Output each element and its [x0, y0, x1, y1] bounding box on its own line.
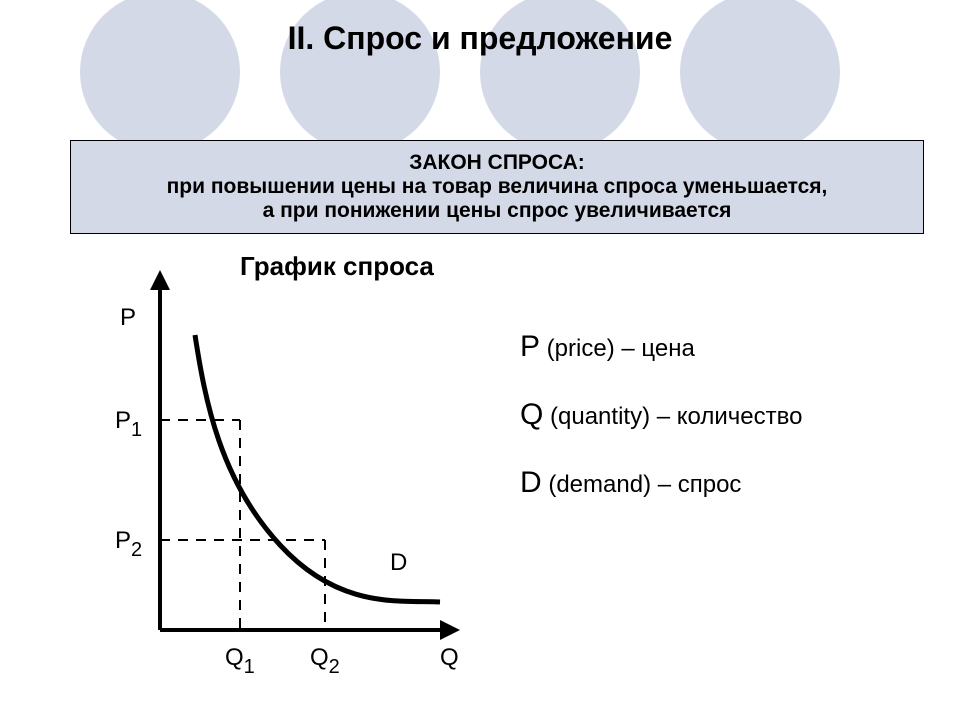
legend-item-p: P (price) – цена	[520, 330, 802, 364]
legend-rest: (price) – цена	[540, 335, 695, 362]
svg-text:Q: Q	[440, 644, 459, 671]
legend-sym: P	[520, 330, 540, 363]
legend-rest: (quantity) – количество	[543, 403, 802, 430]
law-heading: ЗАКОН СПРОСА:	[87, 151, 907, 175]
law-line-1: при повышении цены на товар величина спр…	[87, 175, 907, 199]
svg-text:D: D	[390, 549, 407, 576]
law-box: ЗАКОН СПРОСА: при повышении цены на това…	[70, 140, 924, 234]
law-line-2: а при понижении цены спрос увеличивается	[87, 199, 907, 223]
legend: P (price) – цена Q (quantity) – количест…	[520, 330, 802, 534]
demand-chart: P Q График спроса D P1 P2 Q1 Q2	[90, 250, 490, 680]
slide: II. Спрос и предложение ЗАКОН СПРОСА: пр…	[0, 0, 960, 720]
svg-text:P: P	[120, 304, 136, 331]
svg-text:Q2: Q2	[310, 644, 340, 678]
svg-text:График спроса: График спроса	[240, 251, 434, 281]
chart-svg: P Q График спроса D P1 P2 Q1 Q2	[90, 250, 490, 680]
slide-title: II. Спрос и предложение	[0, 20, 960, 57]
legend-item-q: Q (quantity) – количество	[520, 398, 802, 432]
legend-sym: D	[520, 466, 542, 499]
legend-rest: (demand) – спрос	[542, 471, 742, 498]
legend-item-d: D (demand) – спрос	[520, 466, 802, 500]
svg-text:P1: P1	[115, 407, 142, 441]
svg-text:Q1: Q1	[225, 644, 255, 678]
svg-text:P2: P2	[115, 527, 142, 561]
legend-sym: Q	[520, 398, 543, 431]
